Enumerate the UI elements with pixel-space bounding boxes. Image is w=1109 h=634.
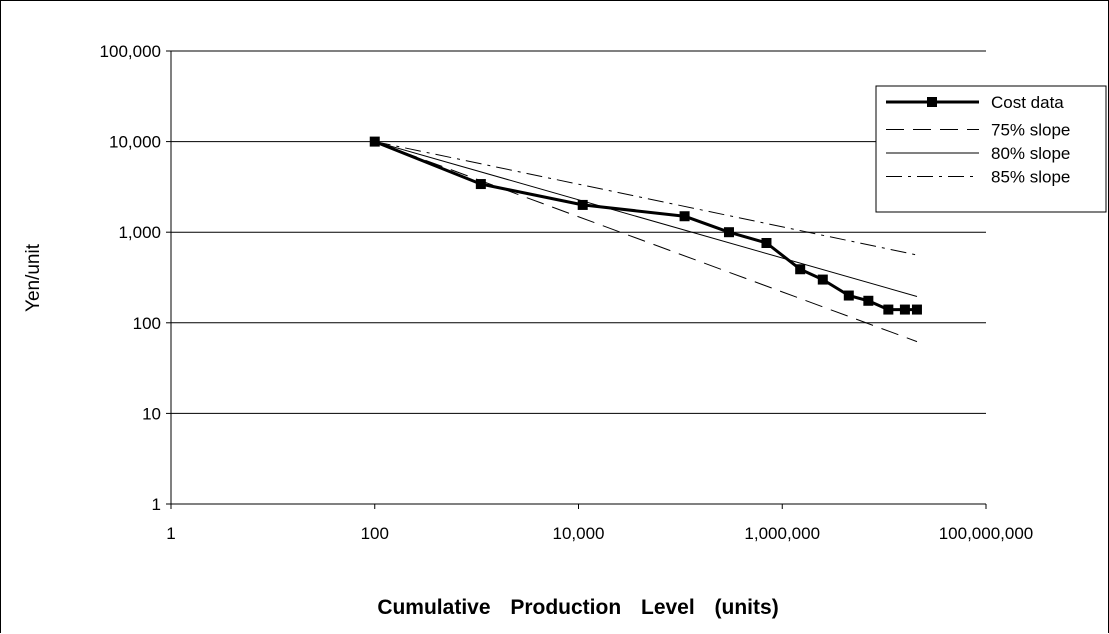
data-point-marker (577, 199, 588, 210)
data-point-marker (369, 136, 380, 147)
y-tick-label: 100 (133, 314, 161, 333)
data-point-marker (679, 211, 690, 222)
legend-label-cost-data: Cost data (991, 93, 1064, 112)
data-point-marker (475, 179, 486, 190)
x-axis-title: Cumulative Production Level (units) (377, 596, 778, 619)
y-tick-label: 10 (142, 404, 161, 423)
y-tick-label: 1,000 (118, 223, 161, 242)
data-point-marker (843, 290, 854, 301)
data-point-marker (911, 304, 922, 315)
series-line-cost-data (374, 140, 917, 312)
legend-box (875, 85, 1107, 213)
x-tick-label: 1,000,000 (744, 524, 820, 543)
data-point-marker (817, 274, 828, 285)
y-tick-label: 10,000 (109, 133, 161, 152)
series-line-85-slope (374, 141, 918, 256)
series-line-75-slope (374, 141, 918, 343)
data-point-marker (899, 304, 910, 315)
data-point-marker (761, 237, 772, 248)
x-tick-label: 10,000 (553, 524, 605, 543)
data-point-marker (883, 304, 894, 315)
y-axis-title: Yen/unit (23, 243, 44, 312)
x-tick-label: 100,000,000 (939, 524, 1034, 543)
y-tick-label: 1 (152, 495, 161, 514)
data-point-marker (863, 295, 874, 306)
data-point-marker (795, 264, 806, 275)
y-tick-label: 100,000 (100, 42, 161, 61)
legend-label-85-slope: 85% slope (991, 168, 1070, 187)
data-point-marker (723, 227, 734, 238)
x-tick-label: 1 (166, 524, 175, 543)
series-line-80-slope (374, 141, 918, 297)
legend-label-75-slope: 75% slope (991, 121, 1070, 140)
x-tick-label: 100 (361, 524, 389, 543)
legend: Cost data 75% slope 80% slope 85% slope (875, 85, 1107, 213)
legend-marker-cost-data (927, 97, 937, 107)
legend-label-80-slope: 80% slope (991, 144, 1070, 163)
